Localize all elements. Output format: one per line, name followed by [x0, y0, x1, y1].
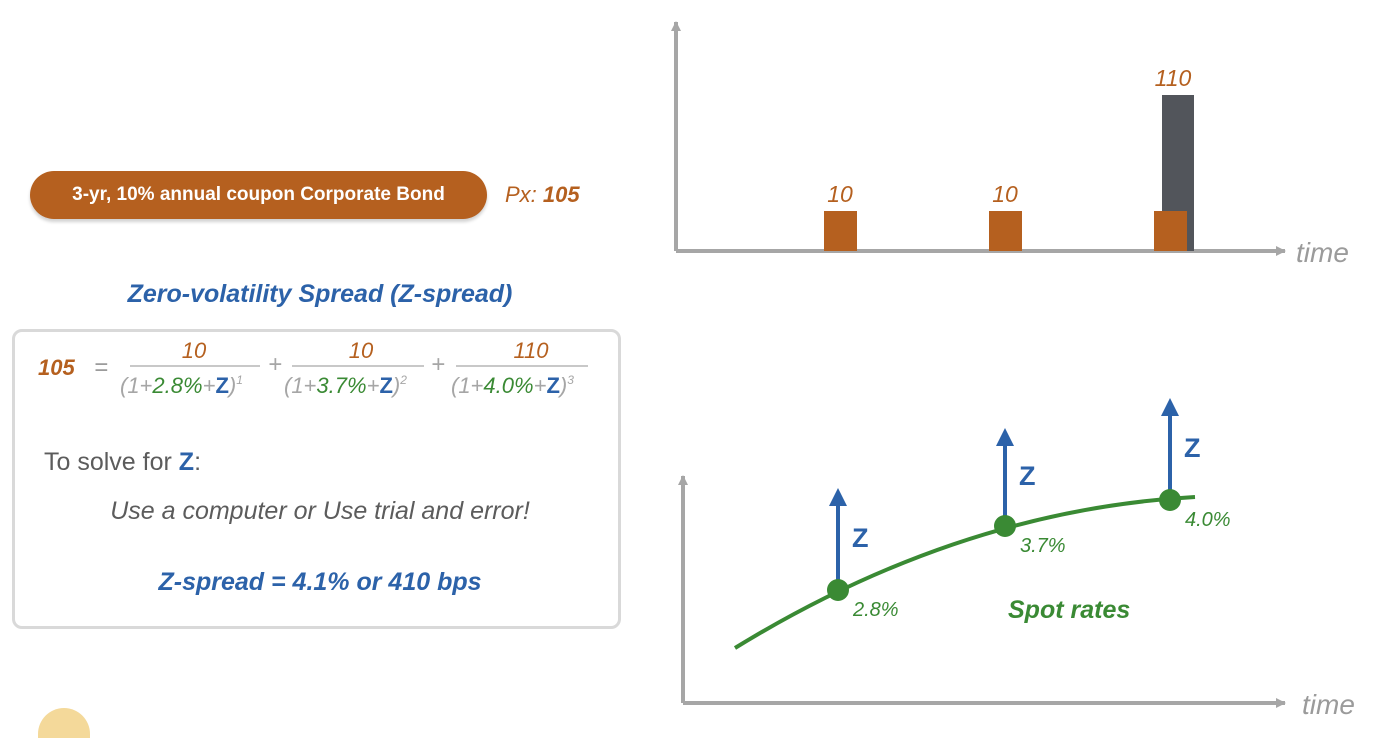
cashflow-bars: 10 10 110: [824, 65, 1194, 251]
price-prefix: Px:: [505, 182, 543, 207]
equation-term-3: 110 (1+4.0%+Z)3: [451, 338, 588, 398]
spot-rate-label-3: 4.0%: [1185, 509, 1231, 531]
spot-axis-label: time: [1302, 689, 1355, 720]
equation-plus-1: +: [268, 351, 282, 378]
spot-point-3: [1159, 489, 1181, 511]
formula-box: [12, 329, 621, 629]
z-spread-result: Z-spread = 4.1% or 410 bps: [158, 568, 482, 596]
spot-rate-label-2: 3.7%: [1020, 535, 1066, 557]
term-2-denominator: (1+3.7%+Z)2: [284, 373, 407, 398]
spot-rate-chart: time Spot rates Z 2.8% Z 3.7% Z 4.0%: [678, 398, 1355, 720]
solve-method: Use a computer or Use trial and error!: [110, 497, 530, 525]
z-label-2: Z: [1019, 461, 1036, 491]
solve-prefix: To solve for: [44, 448, 179, 476]
spot-point-1: [827, 579, 849, 601]
equation-lhs: 105: [38, 355, 75, 380]
z-arrow-head-3: [1161, 398, 1179, 416]
pricing-equation: 105 = 10 (1+2.8%+Z)1 + 10 (1+3.7%+Z)2 + …: [38, 338, 588, 398]
coupon-bar-1: [824, 211, 857, 251]
z-label-1: Z: [852, 523, 869, 553]
cashflow-label-1: 10: [827, 181, 853, 207]
cashflow-axis-label: time: [1296, 237, 1349, 268]
z-arrow-head-2: [996, 428, 1014, 446]
term-1-numerator: 10: [182, 338, 207, 363]
section-title: Zero-volatility Spread (Z-spread): [127, 280, 513, 308]
term-3-numerator: 110: [513, 338, 549, 363]
equation-equals: =: [94, 354, 108, 381]
coupon-bar-3: [1154, 211, 1187, 251]
price-value: 105: [542, 182, 580, 207]
z-label-3: Z: [1184, 433, 1201, 463]
equation-term-2: 10 (1+3.7%+Z)2: [284, 338, 424, 398]
cashflow-label-2: 10: [992, 181, 1018, 207]
term-3-denominator: (1+4.0%+Z)3: [451, 373, 574, 398]
term-1-denominator: (1+2.8%+Z)1: [120, 373, 243, 398]
bond-label: 3-yr, 10% annual coupon Corporate Bond: [72, 184, 445, 205]
coupon-bar-2: [989, 211, 1022, 251]
spot-point-2: [994, 515, 1016, 537]
term-2-numerator: 10: [349, 338, 374, 363]
bond-label-pill: 3-yr, 10% annual coupon Corporate Bond: [30, 171, 487, 219]
equation-term-1: 10 (1+2.8%+Z)1: [120, 338, 260, 398]
spot-points: Z 2.8% Z 3.7% Z 4.0%: [827, 398, 1231, 621]
spot-rate-label-1: 2.8%: [852, 599, 899, 621]
diagram-canvas: 105 = 10 (1+2.8%+Z)1 + 10 (1+3.7%+Z)2 + …: [38, 21, 1355, 720]
spot-rate-curve: [733, 495, 1196, 650]
cashflow-label-3: 110: [1155, 65, 1192, 91]
solve-instruction: To solve for Z:: [44, 448, 201, 477]
equation-plus-2: +: [431, 351, 445, 378]
price-label: Px: 105: [505, 182, 580, 208]
spot-curve-label: Spot rates: [1008, 596, 1130, 624]
solve-suffix: :: [194, 448, 202, 476]
solve-z: Z: [178, 448, 195, 476]
z-arrow-head-1: [829, 488, 847, 506]
cashflow-chart: time 10 10 110: [671, 21, 1349, 268]
